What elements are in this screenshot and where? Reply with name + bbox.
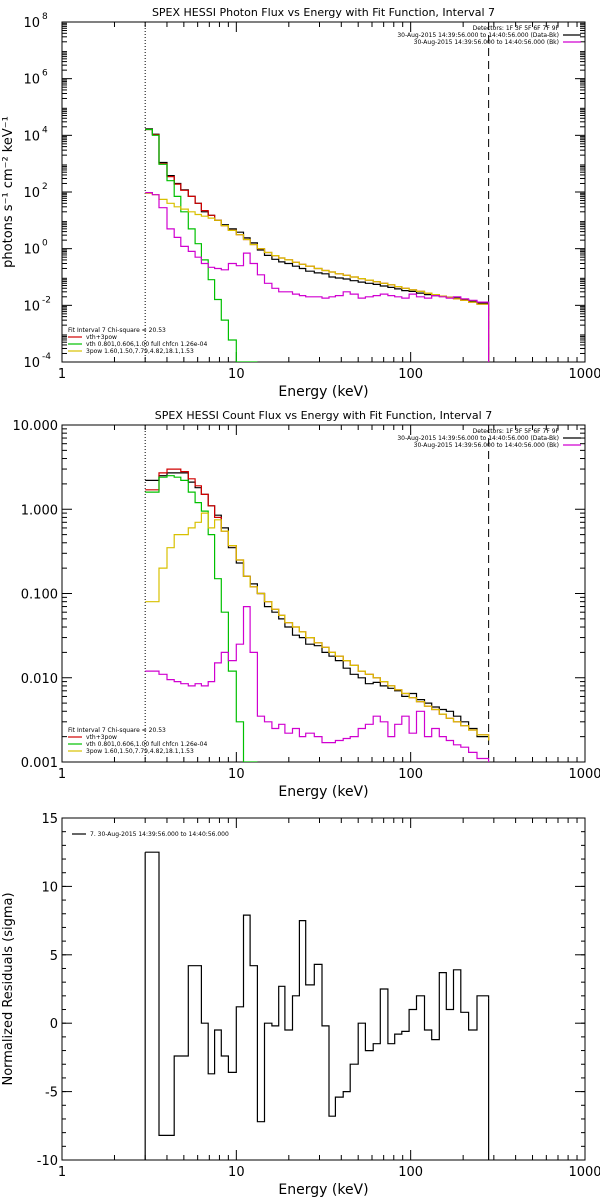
legend-right-text: 30-Aug-2015 14:39:56.000 to 14:40:56.000… (397, 435, 559, 442)
legend-left-text: 3pow 1.60,1.50,7.79,4.82,18.1,1.53 (86, 748, 194, 755)
plot-frame (61, 21, 586, 363)
chart-panel-3: 1 10 100 1000 Energy (keV) -10 -5 0 5 10 15 Normali… (1, 812, 600, 1198)
y-tick-exponent: 4 (42, 125, 48, 135)
chart-panel-2: SPEX HESSI Count Flux vs Energy with Fit… (13, 409, 600, 800)
y-tick-base: 10 (23, 73, 40, 88)
y-tick-base: 10 (23, 356, 40, 371)
legend-right-text: Detectors: 1F 3F 5F 6F 7F 9F (473, 25, 560, 32)
legend-left-text: vth 0.801,0.606,1.00 full chfcn 1.26e-04 (86, 341, 207, 348)
legend-right-text: 30-Aug-2015 14:39:56.000 to 14:40:56.000… (397, 32, 559, 39)
legend-right-text: Detectors: 1F 3F 5F 6F 7F 9F (473, 428, 560, 435)
series-line-3 (145, 128, 258, 362)
y-tick-base: 10 (23, 16, 40, 31)
x-tick-label: 1000 (568, 767, 600, 782)
y-tick-label: 10 (23, 356, 40, 371)
y-tick-exponent: -2 (42, 295, 51, 305)
y-tick-label: 0 (50, 1017, 58, 1032)
plot-frame (61, 424, 586, 763)
x-tick-label: 10 (228, 767, 245, 782)
chart-panel-1: SPEX HESSI Photon Flux vs Energy with Fi… (1, 6, 600, 400)
legend-left-text: vth+3pow (86, 334, 117, 341)
y-tick-exponent: 8 (42, 12, 48, 22)
series-line-3 (145, 475, 258, 762)
legend-left-text: 3pow 1.60,1.50,7.79,4.82,18.1,1.53 (86, 348, 194, 355)
y-tick-base: 10 (23, 129, 40, 144)
series-group (144, 851, 490, 1160)
y-tick-label: 10 (23, 73, 40, 88)
y-tick-exponent: 6 (42, 69, 48, 79)
x-tick-label: 1000 (568, 367, 600, 382)
x-tick-label: 10 (228, 367, 245, 382)
y-tick-base: 10 (23, 299, 40, 314)
series-line-4 (145, 192, 490, 362)
legend-right-text: 30-Aug-2015 14:39:56.000 to 14:40:56.000… (414, 442, 559, 449)
y-tick-label: 10 (23, 16, 40, 31)
y-tick-label: 0.010 (21, 672, 58, 687)
y-axis-label: photons s⁻¹ cm⁻² keV⁻¹ (1, 116, 16, 268)
y-tick-label: 10 (23, 299, 40, 314)
chart-title: SPEX HESSI Photon Flux vs Energy with Fi… (152, 6, 495, 19)
plot-frame (61, 817, 586, 1161)
x-tick-label: 100 (398, 367, 423, 382)
x-tick-label: 10 (228, 1165, 245, 1180)
y-tick-label: 10 (41, 880, 58, 895)
y-tick-label: -10 (37, 1154, 58, 1169)
legend-left-text: vth 0.801,0.606,1.00 full chfcn 1.26e-04 (86, 741, 207, 748)
x-tick-label: 1000 (568, 1165, 600, 1180)
y-tick-label: 5 (50, 949, 58, 964)
series-line-1 (145, 472, 489, 738)
x-axis-label: Energy (keV) (278, 384, 368, 400)
legend-left-text: Fit Interval 7 Chi-square = 20.53 (68, 327, 166, 334)
y-tick-label: 15 (41, 812, 58, 827)
x-tick-label: 100 (398, 1165, 423, 1180)
y-tick-base: 10 (23, 186, 40, 201)
y-tick-label: 10.000 (13, 419, 59, 434)
y-tick-label: 0.001 (21, 756, 58, 771)
y-tick-exponent: 0 (42, 239, 48, 249)
y-tick-label: 10 (23, 243, 40, 258)
x-tick-label: 1 (58, 367, 66, 382)
series-group (145, 128, 490, 362)
series-line-1 (145, 851, 490, 1136)
x-axis-label: Energy (keV) (278, 1182, 368, 1198)
series-line-5 (145, 606, 490, 762)
x-tick-label: 1 (58, 1165, 66, 1180)
series-line-5 (145, 192, 490, 362)
legend-text: 7. 30-Aug-2015 14:39:56.000 to 14:40:56.… (90, 831, 229, 838)
series-line-1 (145, 128, 490, 362)
series-line-4 (145, 512, 490, 741)
y-tick-exponent: -4 (42, 352, 51, 362)
x-axis-label: Energy (keV) (278, 784, 368, 800)
series-line-2 (145, 468, 490, 741)
series-group (145, 468, 490, 762)
y-tick-base: 10 (23, 243, 40, 258)
chart-title: SPEX HESSI Count Flux vs Energy with Fit… (155, 409, 492, 422)
y-tick-label: 0.100 (21, 588, 58, 603)
x-tick-label: 1 (58, 767, 66, 782)
legend-right-text: 30-Aug-2015 14:39:56.000 to 14:40:56.000… (414, 39, 559, 46)
legend-left-text: Fit Interval 7 Chi-square = 20.53 (68, 727, 166, 734)
y-tick-label: -5 (45, 1086, 58, 1101)
y-tick-label: 10 (23, 186, 40, 201)
series-line-2 (145, 128, 490, 362)
y-tick-label: 10 (23, 129, 40, 144)
y-tick-exponent: 2 (42, 182, 48, 192)
legend-left-text: vth+3pow (86, 734, 117, 741)
y-tick-label: 1.000 (21, 503, 58, 518)
x-tick-label: 100 (398, 767, 423, 782)
y-axis-label: Normalized Residuals (sigma) (1, 892, 16, 1085)
